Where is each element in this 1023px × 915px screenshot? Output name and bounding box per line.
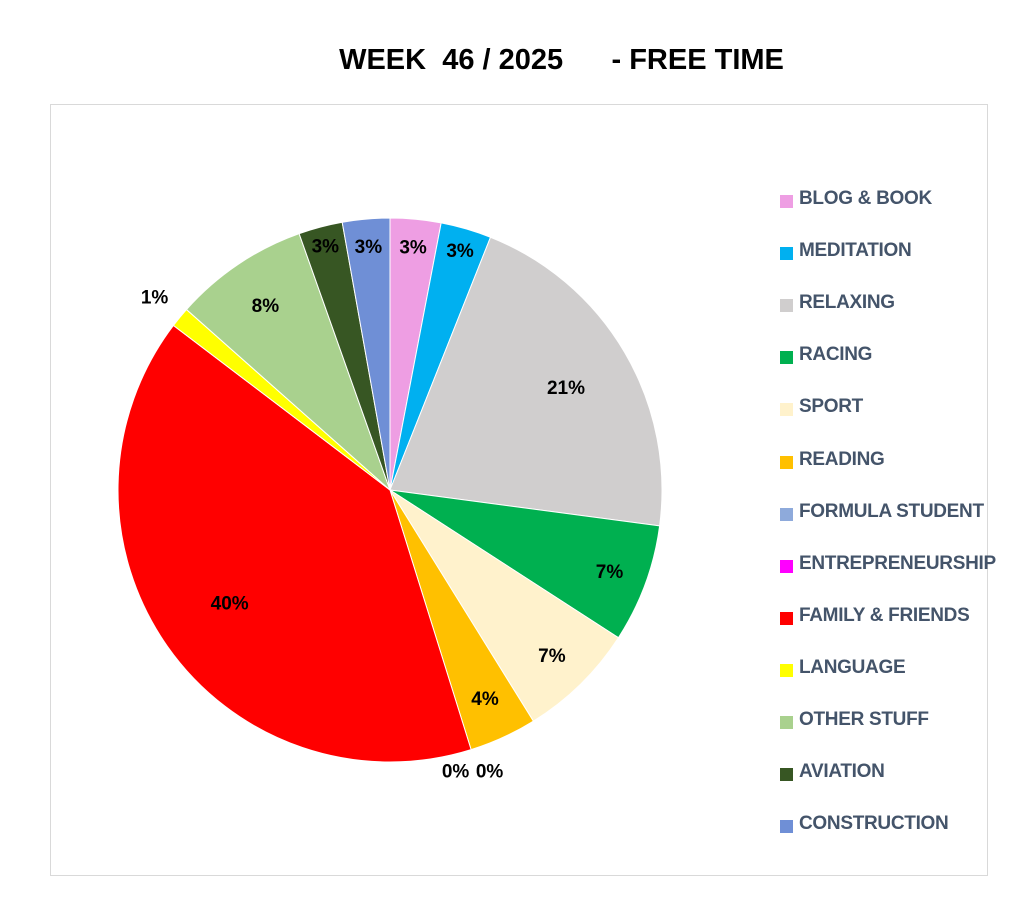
legend-swatch: [780, 768, 793, 782]
legend-label: LANGUAGE: [799, 656, 906, 678]
pie-slice-other-stuff: [185, 232, 391, 491]
legend-swatch: [780, 820, 793, 834]
data-label-relaxing: 21%: [547, 378, 585, 399]
data-label-reading: 4%: [471, 689, 499, 710]
legend-label: RELAXING: [799, 292, 895, 314]
legend-swatch: [780, 663, 793, 677]
legend-swatch: [780, 455, 793, 469]
legend-label: FORMULA STUDENT: [799, 500, 984, 522]
legend-label: ENTREPRENEURSHIP: [799, 552, 996, 574]
pie-slice-family-friends: [117, 324, 472, 763]
pie-slice-racing: [389, 489, 661, 639]
data-label-meditation: 3%: [446, 241, 474, 262]
data-label-aviation: 3%: [312, 237, 340, 258]
chart-title: WEEK 46 / 2025 - FREE TIME: [339, 44, 784, 76]
data-label-other-stuff: 8%: [252, 296, 280, 317]
data-label-language: 1%: [141, 288, 169, 309]
data-label-family-friends: 40%: [211, 594, 249, 615]
pie-slice-construction: [341, 217, 391, 491]
legend-label: READING: [799, 448, 885, 470]
legend-label: CONSTRUCTION: [799, 813, 949, 835]
data-label-blog-book: 3%: [399, 237, 427, 258]
legend-swatch: [780, 559, 793, 573]
pie-slice-sport: [389, 489, 620, 722]
legend-swatch: [780, 611, 793, 625]
data-label-racing: 7%: [596, 562, 624, 583]
legend-label: FAMILY & FRIENDS: [799, 604, 970, 626]
pie-slice-relaxing: [389, 236, 663, 527]
plot-area: [50, 104, 988, 876]
data-label-construction: 3%: [355, 237, 383, 258]
legend-swatch: [780, 507, 793, 521]
data-label-entrepreneurship: 0%: [476, 761, 504, 782]
legend-label: OTHER STUFF: [799, 709, 929, 730]
legend-label: SPORT: [799, 396, 863, 418]
legend-swatch: [780, 247, 793, 261]
legend-swatch: [780, 299, 793, 313]
legend-swatch: [780, 403, 793, 417]
legend-label: BLOG & BOOK: [799, 188, 932, 209]
legend-label: AVIATION: [799, 761, 885, 783]
legend-swatch: [780, 716, 793, 729]
legend-label: RACING: [799, 344, 873, 366]
data-label-formula-student: 0%: [442, 761, 470, 782]
data-label-sport: 7%: [538, 646, 566, 667]
legend-swatch: [780, 195, 793, 208]
legend-swatch: [780, 351, 793, 365]
legend-label: MEDITATION: [799, 240, 912, 262]
